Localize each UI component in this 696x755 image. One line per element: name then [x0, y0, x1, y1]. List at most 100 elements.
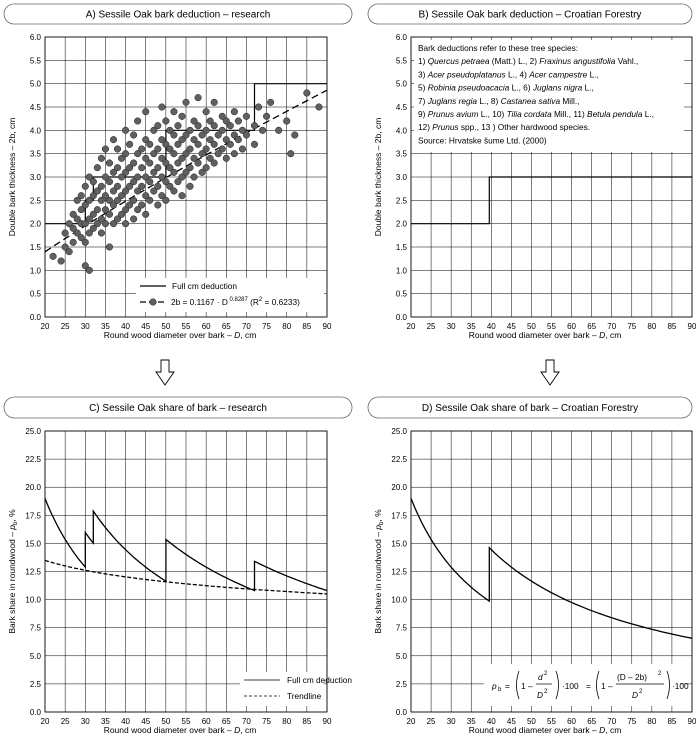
x-tick-label: 85	[667, 322, 676, 331]
data-point	[291, 131, 299, 139]
legend-label: Full cm deduction	[287, 675, 352, 685]
data-point	[105, 159, 114, 167]
data-point	[142, 136, 150, 144]
formula-paren	[596, 670, 600, 700]
x-tick-label: 45	[507, 717, 516, 726]
data-point	[178, 192, 186, 200]
formula-part: –	[608, 681, 613, 691]
y-tick-label: 5.0	[396, 652, 408, 661]
data-point	[186, 126, 194, 134]
data-point	[109, 168, 118, 176]
data-point	[126, 201, 134, 209]
x-tick-label: 65	[587, 322, 596, 331]
x-tick-label: 45	[507, 322, 516, 331]
data-point	[77, 192, 85, 200]
formula-part: 2	[544, 671, 548, 677]
formula-part: D	[632, 690, 638, 700]
x-tick-label: 85	[667, 717, 676, 726]
x-axis-label: Round wood diameter over bark – D, cm	[104, 330, 257, 340]
x-tick-label: 75	[627, 322, 636, 331]
data-point	[230, 108, 238, 116]
y-axis-label: Bark share in roundwood – pb, %	[373, 509, 385, 634]
data-point	[105, 243, 114, 251]
y-tick-label: 25.0	[391, 427, 407, 436]
plot-frame	[44, 430, 328, 713]
y-tick-label: 5.0	[396, 80, 408, 89]
data-point	[113, 145, 122, 153]
x-tick-label: 60	[202, 322, 211, 331]
data-point	[315, 103, 323, 111]
y-tick-label: 12.5	[391, 568, 407, 577]
data-point	[142, 192, 150, 200]
y-tick-label: 1.5	[30, 243, 42, 252]
formula-part: ·100	[672, 681, 689, 691]
formula-paren	[666, 670, 670, 700]
data-point	[186, 182, 194, 190]
legend-label: Trendline	[287, 691, 322, 701]
data-point	[194, 94, 202, 102]
data-point	[222, 136, 230, 144]
data-point	[202, 108, 210, 116]
data-point	[154, 164, 162, 172]
y-tick-label: 2.5	[396, 196, 408, 205]
y-tick-label: 5.0	[30, 652, 42, 661]
y-tick-label: 0.0	[396, 313, 408, 322]
y-tick-label: 5.0	[30, 80, 42, 89]
data-point	[65, 220, 73, 228]
y-tick-label: 2.0	[396, 220, 408, 229]
data-point	[238, 145, 246, 153]
x-tick-label: 55	[547, 717, 556, 726]
note-line: 3) Acer pseudoplatanus L., 4) Acer campe…	[418, 69, 599, 79]
x-tick-label: 30	[81, 717, 90, 726]
x-tick-label: 90	[323, 322, 332, 331]
data-point	[85, 196, 93, 204]
data-point	[206, 154, 214, 162]
x-tick-label: 40	[121, 717, 130, 726]
data-point	[158, 103, 166, 111]
data-point	[122, 126, 130, 134]
note-line: 12) Prunus spp., 13 ) Other hardwood spe…	[418, 122, 590, 132]
data-point	[190, 173, 198, 181]
x-tick-label: 45	[141, 717, 150, 726]
data-point	[49, 252, 57, 260]
x-tick-label: 50	[527, 322, 536, 331]
data-point	[226, 122, 234, 130]
data-point	[73, 229, 81, 237]
y-tick-label: 0.5	[396, 290, 408, 299]
species-note: Bark deductions refer to these tree spec…	[414, 40, 684, 152]
data-point	[142, 108, 150, 116]
y-tick-label: 22.5	[391, 455, 407, 464]
data-point	[97, 182, 105, 190]
data-point	[178, 112, 186, 120]
y-tick-label: 5.5	[30, 56, 42, 65]
data-point	[250, 122, 259, 130]
note-line: 1) Quercus petraea (Matt.) L., 2) Fraxin…	[418, 56, 638, 66]
data-point	[142, 210, 150, 218]
legend-marker	[149, 298, 157, 306]
formula-paren	[555, 670, 559, 700]
x-tick-label: 80	[647, 717, 656, 726]
data-point	[109, 201, 118, 209]
formula-part: p	[491, 681, 497, 691]
data-point	[134, 173, 142, 181]
data-point	[122, 150, 130, 158]
data-point	[57, 257, 65, 265]
data-point	[166, 164, 174, 172]
x-tick-label: 75	[262, 322, 271, 331]
data-point	[182, 98, 190, 106]
y-tick-label: 7.5	[30, 624, 42, 633]
data-point	[170, 131, 178, 139]
data-point	[142, 173, 150, 181]
x-axis-label: Round wood diameter over bark – D, cm	[469, 725, 622, 735]
data-point	[226, 140, 234, 148]
panel-B: B) Sessile Oak bark deduction – Croatian…	[367, 3, 696, 386]
data-point	[258, 126, 267, 134]
data-point	[206, 117, 214, 125]
data-point	[101, 206, 109, 214]
data-point	[194, 159, 202, 167]
data-point	[85, 229, 93, 237]
y-tick-label: 3.0	[396, 173, 408, 182]
formula-part: 2	[658, 671, 662, 677]
data-point	[97, 215, 105, 223]
